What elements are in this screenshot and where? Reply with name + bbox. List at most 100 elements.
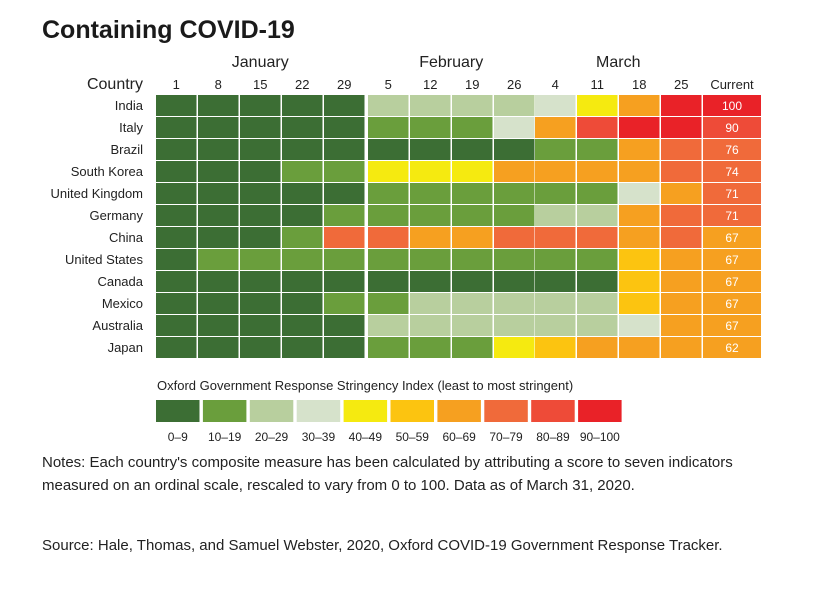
country-label: Japan (108, 340, 143, 355)
heatmap-cell (452, 271, 493, 292)
legend-label: 40–49 (349, 430, 383, 444)
heatmap-cell (156, 315, 197, 336)
heatmap-cell (324, 315, 365, 336)
heatmap-cell (282, 205, 323, 226)
heatmap-cell (577, 315, 618, 336)
page-title: Containing COVID-19 (42, 16, 295, 44)
country-label: Italy (119, 120, 143, 135)
current-cell (703, 117, 761, 138)
heatmap-cell (577, 227, 618, 248)
heatmap-cell (661, 117, 702, 138)
heatmap-cell (198, 227, 239, 248)
current-cell (703, 161, 761, 182)
current-cell (703, 315, 761, 336)
heatmap-cell (282, 271, 323, 292)
month-label-march: March (596, 54, 640, 71)
heatmap-cell (535, 249, 576, 270)
column-label: 1 (173, 77, 180, 92)
heatmap-cell (661, 205, 702, 226)
legend-label: 10–19 (208, 430, 242, 444)
heatmap-cell (452, 117, 493, 138)
heatmap-cell (156, 337, 197, 358)
heatmap-cell (577, 337, 618, 358)
current-cell (703, 337, 761, 358)
heatmap-cell (240, 95, 281, 116)
heatmap-cell (156, 271, 197, 292)
heatmap-cell (535, 205, 576, 226)
current-cell (703, 139, 761, 160)
heatmap-cell (198, 183, 239, 204)
heatmap-cell (452, 205, 493, 226)
current-value-label: 71 (725, 209, 739, 223)
current-value-label: 71 (725, 187, 739, 201)
heatmap-cell (619, 315, 660, 336)
country-label: South Korea (71, 164, 144, 179)
heatmap-cell (324, 249, 365, 270)
country-label: Mexico (102, 296, 143, 311)
heatmap-cell (198, 249, 239, 270)
heatmap-cell (661, 293, 702, 314)
heatmap-cell (494, 205, 535, 226)
heatmap-cell (198, 161, 239, 182)
heatmap-cell (240, 271, 281, 292)
heatmap-cell (535, 271, 576, 292)
heatmap-cell (452, 337, 493, 358)
heatmap-cell (198, 337, 239, 358)
column-label: 19 (465, 77, 479, 92)
heatmap-cell (240, 315, 281, 336)
country-label: United States (65, 252, 144, 267)
legend-label: 0–9 (168, 430, 188, 444)
heatmap-cell (661, 271, 702, 292)
heatmap-cell (619, 271, 660, 292)
heatmap-cell (156, 205, 197, 226)
heatmap-cell (619, 205, 660, 226)
heatmap-cell (240, 205, 281, 226)
heatmap-cell (535, 161, 576, 182)
heatmap-cell (494, 117, 535, 138)
heatmap-cell (368, 205, 409, 226)
heatmap-cell (240, 117, 281, 138)
heatmap-cell (198, 205, 239, 226)
legend-label: 50–59 (396, 430, 430, 444)
column-label: 11 (591, 77, 605, 92)
heatmap-cell (452, 315, 493, 336)
legend-swatch (156, 400, 200, 422)
heatmap-cell (410, 315, 451, 336)
stringency-heatmap: Containing COVID-19 January February March… (42, 16, 761, 444)
heatmap-cell (661, 337, 702, 358)
heatmap-cell (282, 117, 323, 138)
country-label: China (109, 230, 144, 245)
heatmap-cell (282, 337, 323, 358)
heatmap-cell (368, 337, 409, 358)
heatmap-cell (282, 183, 323, 204)
heatmap-cell (577, 293, 618, 314)
month-label-february: February (419, 54, 483, 71)
heatmap-cell (156, 117, 197, 138)
current-cell (703, 227, 761, 248)
heatmap-cell (577, 205, 618, 226)
heatmap-cell (368, 293, 409, 314)
column-label: 4 (552, 77, 559, 92)
heatmap-cell (494, 271, 535, 292)
heatmap-cell (240, 337, 281, 358)
heatmap-cell (452, 293, 493, 314)
heatmap-cell (156, 227, 197, 248)
heatmap-cell (494, 161, 535, 182)
heatmap-cell (410, 95, 451, 116)
heatmap-cell (410, 249, 451, 270)
heatmap-cell (661, 161, 702, 182)
heatmap-cell (324, 183, 365, 204)
legend-swatch (296, 400, 341, 422)
heatmap-cell (156, 95, 197, 116)
heatmap-cell (368, 249, 409, 270)
current-cell (703, 271, 761, 292)
month-label-january: January (232, 54, 289, 71)
heatmap-cell (240, 249, 281, 270)
current-cell (703, 205, 761, 226)
heatmap-cell (198, 271, 239, 292)
source-text: Source: Hale, Thomas, and Samuel Webster… (42, 537, 723, 554)
current-cell (703, 183, 761, 204)
heatmap-cell (494, 293, 535, 314)
column-label: 5 (385, 77, 392, 92)
heatmap-cell (368, 227, 409, 248)
